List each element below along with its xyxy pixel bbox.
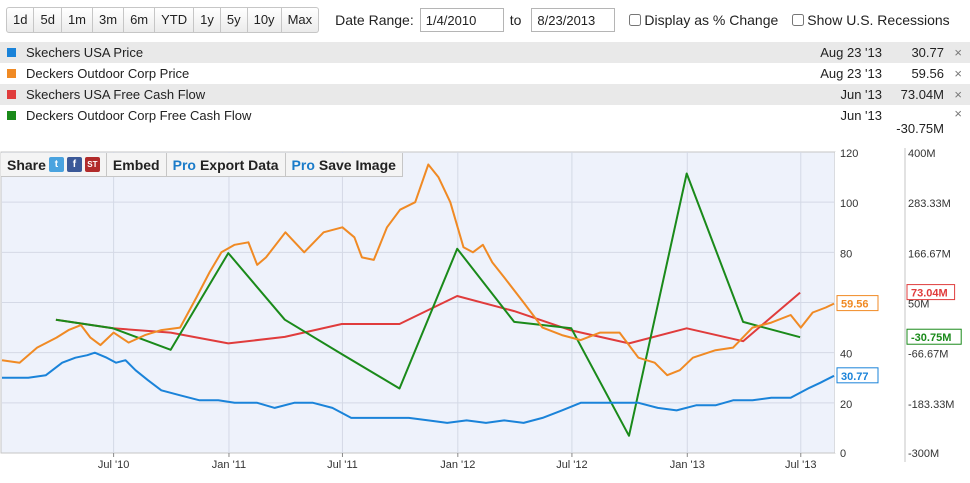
legend-value: 59.56 xyxy=(911,66,944,81)
end-label: 73.04M xyxy=(911,288,948,300)
range-button-10y[interactable]: 10y xyxy=(247,7,282,33)
right-tick-label: -300M xyxy=(908,448,939,460)
x-tick-label: Jan '13 xyxy=(670,459,705,471)
range-button-max[interactable]: Max xyxy=(281,7,320,33)
end-label-box xyxy=(906,328,962,345)
series-lines xyxy=(1,163,835,437)
legend-row: Deckers Outdoor Corp Price Aug 23 '13 59… xyxy=(0,63,970,84)
start-date-input[interactable] xyxy=(419,8,504,32)
left-tick-label: 120 xyxy=(840,148,858,160)
close-icon[interactable]: × xyxy=(954,106,962,121)
export-data-button[interactable]: Pro Export Data xyxy=(167,153,286,176)
right-tick-label: -66.67M xyxy=(908,349,948,361)
left-tick-label: 40 xyxy=(840,349,852,361)
close-icon[interactable]: × xyxy=(954,45,962,60)
pct-change-checkbox[interactable] xyxy=(629,14,642,26)
close-icon[interactable]: × xyxy=(954,66,962,81)
embed-label: Embed xyxy=(112,156,160,173)
x-tick-label: Jul '10 xyxy=(98,459,129,471)
recessions-label: Show U.S. Recessions xyxy=(807,12,950,28)
share-label: Share xyxy=(7,156,46,173)
recessions-toggle[interactable]: Show U.S. Recessions xyxy=(792,12,950,28)
right-axis-ticks: 400M 283.33M 166.67M 50M -66.67M -183.33M -300… xyxy=(908,148,954,460)
twitter-icon[interactable]: t xyxy=(48,157,64,172)
legend-date: Jun '13 xyxy=(840,108,882,123)
range-button-ytd[interactable]: YTD xyxy=(155,7,195,33)
legend-name: Skechers USA Price xyxy=(26,45,144,60)
legend-swatch xyxy=(7,90,16,99)
grid xyxy=(2,152,834,453)
x-axis-ticks: Jul '10 Jan '11 Jul '11 Jan '12 Jul '12 Jan '… xyxy=(98,453,816,471)
stocktwits-icon[interactable]: ST xyxy=(84,157,100,172)
range-button-5y[interactable]: 5y xyxy=(220,7,248,33)
legend-date: Aug 23 '13 xyxy=(820,66,882,81)
legend: Skechers USA Price Aug 23 '13 30.77 × De… xyxy=(0,42,970,136)
range-button-1d[interactable]: 1d xyxy=(6,7,35,33)
right-tick-label: 400M xyxy=(908,148,936,160)
pct-change-label: Display as % Change xyxy=(644,12,779,28)
legend-name: Deckers Outdoor Corp Price xyxy=(26,66,190,81)
share-button[interactable]: Share t f ST xyxy=(1,153,107,176)
end-date-input[interactable] xyxy=(531,8,616,32)
range-button-1y[interactable]: 1y xyxy=(194,7,221,33)
range-button-6m[interactable]: 6m xyxy=(124,7,156,33)
legend-date: Aug 23 '13 xyxy=(820,45,882,60)
series-line-deckers-outdoor-corp-price xyxy=(1,163,835,377)
range-buttons: 1d 5d 1m 3m 6m YTD 1y 5y 10y Max xyxy=(6,7,320,33)
series-line-deckers-outdoor-corp-free-cash-flow xyxy=(55,172,801,437)
right-tick-label: 283.33M xyxy=(908,198,951,210)
x-tick-label: Jul '12 xyxy=(556,459,587,471)
pro-badge: Pro xyxy=(172,156,196,173)
legend-row: Skechers USA Price Aug 23 '13 30.77 × xyxy=(0,42,970,63)
x-tick-label: Jul '13 xyxy=(785,459,816,471)
legend-row: Skechers USA Free Cash Flow Jun '13 73.0… xyxy=(0,84,970,105)
left-tick-label: 0 xyxy=(840,448,846,460)
legend-name: Deckers Outdoor Corp Free Cash Flow xyxy=(26,108,252,123)
end-label: -30.75M xyxy=(911,332,951,344)
range-button-1m[interactable]: 1m xyxy=(61,7,93,33)
legend-name: Skechers USA Free Cash Flow xyxy=(26,87,206,102)
date-range-label: Date Range: xyxy=(335,12,414,28)
recessions-checkbox[interactable] xyxy=(792,14,805,26)
end-label-box xyxy=(836,367,879,384)
left-tick-label: 20 xyxy=(840,399,852,411)
save-image-button[interactable]: Pro Save Image xyxy=(286,153,402,176)
right-tick-label: 50M xyxy=(908,299,929,311)
legend-date: Jun '13 xyxy=(840,87,882,102)
pro-badge: Pro xyxy=(291,156,315,173)
export-data-label: Export Data xyxy=(199,156,279,173)
close-icon[interactable]: × xyxy=(954,87,962,102)
chart-action-bar: Share t f ST Embed Pro Export Data Pro S… xyxy=(1,153,403,177)
range-button-5d[interactable]: 5d xyxy=(34,7,62,33)
x-tick-label: Jan '12 xyxy=(440,459,475,471)
legend-row: Deckers Outdoor Corp Free Cash Flow Jun … xyxy=(0,105,970,136)
to-label: to xyxy=(509,12,522,28)
end-label: 59.56 xyxy=(841,299,869,311)
right-tick-label: -183.33M xyxy=(908,399,954,411)
save-image-label: Save Image xyxy=(318,156,396,173)
end-label-box xyxy=(906,284,956,301)
x-tick-label: Jul '11 xyxy=(327,459,358,471)
left-tick-label: 80 xyxy=(840,248,852,260)
legend-value: 30.77 xyxy=(911,45,944,60)
x-tick-label: Jan '11 xyxy=(212,459,246,471)
series-line-skechers-usa-price xyxy=(2,351,835,424)
facebook-icon[interactable]: f xyxy=(66,157,82,172)
embed-button[interactable]: Embed xyxy=(107,153,167,176)
legend-value: 73.04M xyxy=(900,87,944,102)
range-button-3m[interactable]: 3m xyxy=(93,7,125,33)
end-label: 30.77 xyxy=(841,371,869,383)
legend-swatch xyxy=(7,48,16,57)
legend-swatch xyxy=(7,111,16,120)
left-tick-label: 100 xyxy=(840,198,858,210)
legend-swatch xyxy=(7,69,16,78)
right-tick-label: 166.67M xyxy=(908,248,951,260)
end-label-box xyxy=(836,295,879,312)
legend-value: -30.75M xyxy=(896,121,944,136)
end-labels: 59.56 30.77 73.04M -30.75M xyxy=(836,284,962,384)
pct-change-toggle[interactable]: Display as % Change xyxy=(629,12,778,28)
